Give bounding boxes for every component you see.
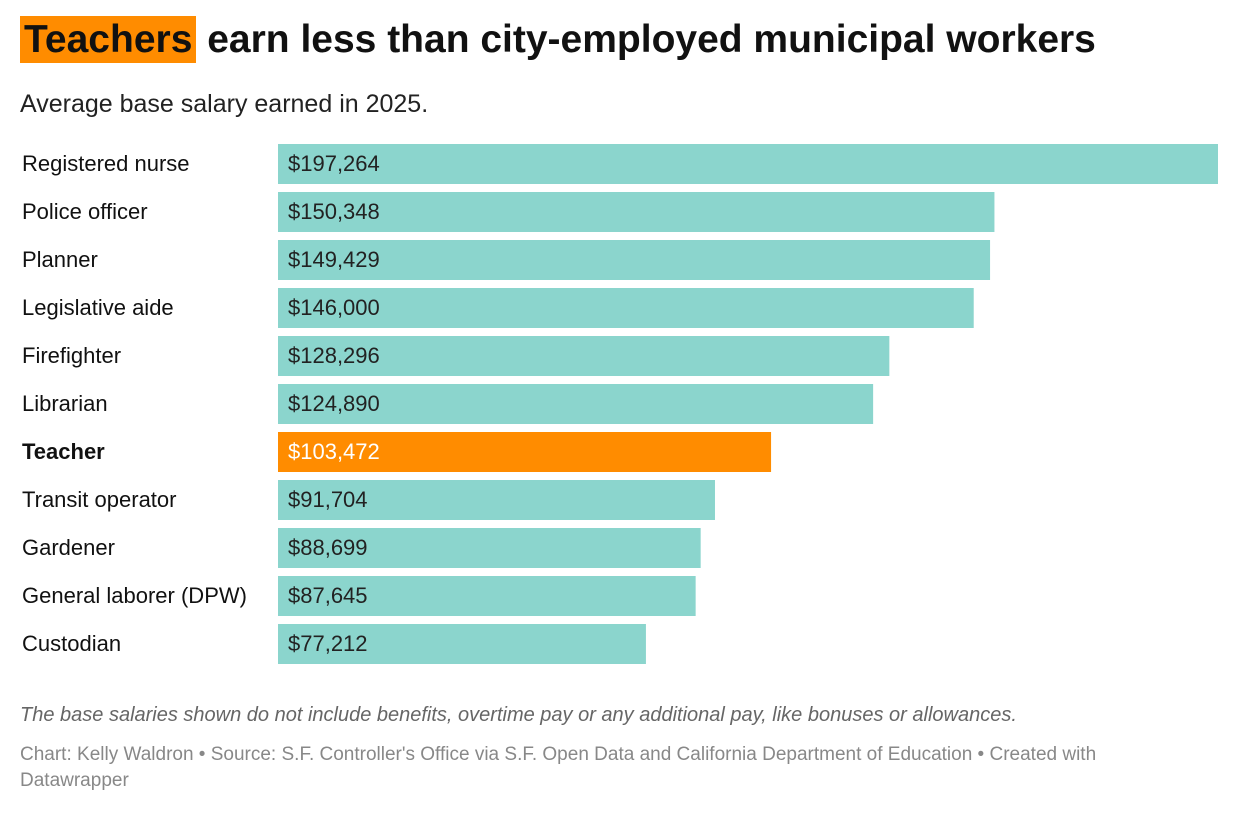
value-label: $91,704 xyxy=(288,487,368,512)
bar xyxy=(278,288,974,328)
category-label: Teacher xyxy=(22,439,105,464)
chart-title: Teachers earn less than city-employed mu… xyxy=(20,16,1096,63)
category-label: Registered nurse xyxy=(22,151,190,176)
value-label: $150,348 xyxy=(288,199,380,224)
category-label: Transit operator xyxy=(22,487,176,512)
value-label: $88,699 xyxy=(288,535,368,560)
category-label: General laborer (DPW) xyxy=(22,583,247,608)
bar xyxy=(278,576,696,616)
subtitle: Average base salary earned in 2025. xyxy=(20,90,429,118)
value-label: $197,264 xyxy=(288,151,380,176)
chart: Registered nurse $197,264 Police officer $1… xyxy=(22,144,1218,664)
value-label: $149,429 xyxy=(288,247,380,272)
category-label: Custodian xyxy=(22,631,121,656)
bar xyxy=(278,336,890,376)
bar xyxy=(278,528,701,568)
category-label: Police officer xyxy=(22,199,148,224)
note: The base salaries shown do not include b… xyxy=(20,704,1017,726)
category-label: Gardener xyxy=(22,535,115,560)
category-label: Librarian xyxy=(22,391,108,416)
value-label: $124,890 xyxy=(288,391,380,416)
category-label: Planner xyxy=(22,247,98,272)
bar xyxy=(278,384,874,424)
bar xyxy=(278,624,646,664)
bar xyxy=(278,480,715,520)
bar xyxy=(278,240,991,280)
title-highlight: Teachers xyxy=(20,16,197,63)
category-label: Legislative aide xyxy=(22,295,174,320)
source: Chart: Kelly Waldron • Source: S.F. Cont… xyxy=(20,744,1097,791)
value-label: $146,000 xyxy=(288,295,380,320)
title-text: earn less than city-employed municipal w… xyxy=(207,18,1096,61)
value-label: $87,645 xyxy=(288,583,368,608)
bar xyxy=(278,144,1218,184)
bar xyxy=(278,432,772,472)
category-label: Firefighter xyxy=(22,343,121,368)
value-label: $77,212 xyxy=(288,631,368,656)
value-label: $103,472 xyxy=(288,439,380,464)
value-label: $128,296 xyxy=(288,343,380,368)
bar xyxy=(278,192,995,232)
